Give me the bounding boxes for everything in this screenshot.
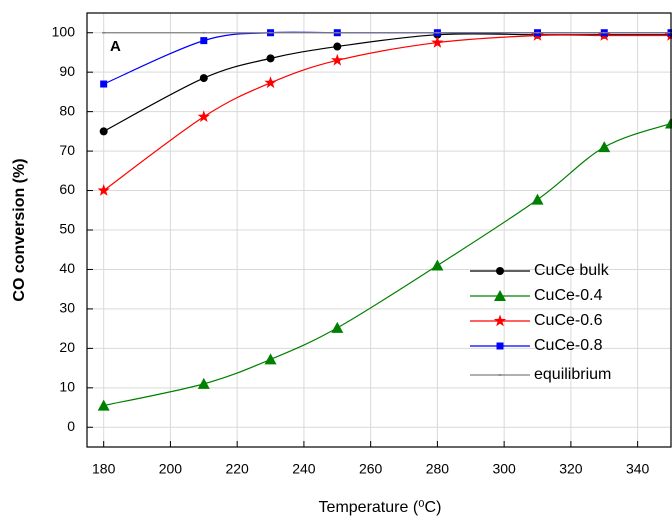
x-tick-label: 240: [292, 461, 316, 477]
data-point: [202, 31, 206, 34]
x-tick-label: 260: [359, 461, 383, 477]
y-tick-label: 70: [59, 142, 75, 158]
data-point: [97, 399, 110, 411]
data-point: [197, 377, 210, 389]
x-tick-label: 220: [225, 461, 249, 477]
legend-label: CuCe-0.8: [534, 337, 603, 354]
data-point: [99, 127, 108, 136]
x-tick-label: 300: [492, 461, 516, 477]
y-tick-label: 80: [59, 102, 75, 118]
data-point: [333, 42, 342, 51]
y-tick-label: 90: [59, 63, 75, 79]
data-point: [531, 193, 544, 205]
marker: [496, 342, 504, 350]
y-tick-label: 100: [52, 23, 76, 39]
data-point: [199, 74, 208, 83]
y-tick-label: 60: [59, 181, 75, 197]
series-line: [103, 33, 671, 132]
data-point: [200, 37, 208, 45]
data-point: [102, 31, 106, 34]
legend-label: CuCe bulk: [534, 262, 610, 279]
marker: [496, 267, 504, 275]
y-tick-label: 40: [59, 260, 75, 276]
y-tick-label: 30: [59, 300, 75, 316]
x-axis-label: Temperature (⁰C): [319, 499, 442, 516]
data-point: [266, 54, 275, 63]
marker: [498, 374, 502, 376]
data-point: [598, 141, 611, 153]
data-point: [435, 31, 439, 34]
data-point: [335, 31, 339, 34]
y-axis-label: CO conversion (%): [11, 158, 28, 301]
x-tick-label: 180: [92, 461, 116, 477]
data-point: [331, 321, 344, 333]
data-point: [197, 110, 210, 122]
y-tick-label: 50: [59, 221, 75, 237]
data-point: [331, 53, 344, 66]
x-tick-label: 340: [626, 461, 650, 477]
legend-label: CuCe-0.4: [534, 287, 603, 304]
data-point: [264, 353, 277, 365]
data-point: [269, 31, 273, 34]
data-point: [431, 36, 444, 48]
data-point: [97, 184, 110, 196]
data-point: [602, 31, 606, 34]
legend-label: equilibrium: [534, 366, 611, 383]
data-point: [264, 76, 277, 89]
x-tick-label: 200: [159, 461, 183, 477]
marker: [494, 290, 506, 301]
legend-label: CuCe-0.6: [534, 312, 603, 329]
y-tick-label: 10: [59, 379, 75, 395]
y-tick-label: 20: [59, 339, 75, 355]
annotation: A: [110, 38, 121, 55]
data-point: [431, 259, 444, 271]
series-line: [103, 34, 671, 192]
y-tick-label: 0: [67, 418, 75, 434]
x-tick-label: 320: [559, 461, 583, 477]
marker: [493, 314, 507, 327]
data-point: [100, 80, 108, 88]
x-tick-label: 280: [426, 461, 450, 477]
data-point: [536, 31, 540, 34]
data-point: [665, 117, 672, 129]
